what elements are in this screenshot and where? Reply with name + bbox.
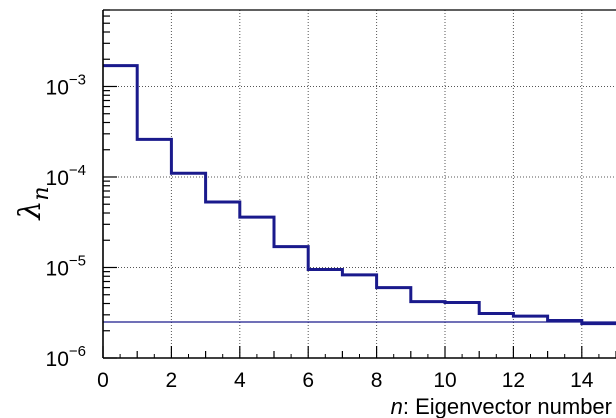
series-step-line — [103, 64, 616, 326]
x-tick-label: 6 — [302, 369, 314, 392]
data-layer — [103, 64, 616, 326]
y-tick-label: 10−3 — [46, 71, 86, 99]
axes — [102, 9, 616, 359]
y-axis-title: λn — [13, 186, 54, 220]
x-tick-label: 10 — [433, 369, 456, 392]
x-axis-title: n: Eigenvector number — [391, 394, 612, 418]
y-tick-label: 10−4 — [46, 162, 86, 190]
y-tick-label: 10−5 — [46, 252, 86, 280]
grid — [103, 10, 616, 358]
y-tick-label: 10−6 — [46, 343, 86, 371]
x-tick-label: 12 — [502, 369, 525, 392]
x-tick-label: 2 — [166, 369, 178, 392]
labels: 0 2 4 6 8 10 12 14 10−6 10−5 10−4 10−3 n: Eigenvecto… — [13, 71, 612, 418]
x-tick-label: 4 — [234, 369, 246, 392]
x-tick-label: 8 — [371, 369, 383, 392]
x-tick-label: 0 — [97, 369, 109, 392]
x-tick-label: 14 — [570, 369, 594, 392]
